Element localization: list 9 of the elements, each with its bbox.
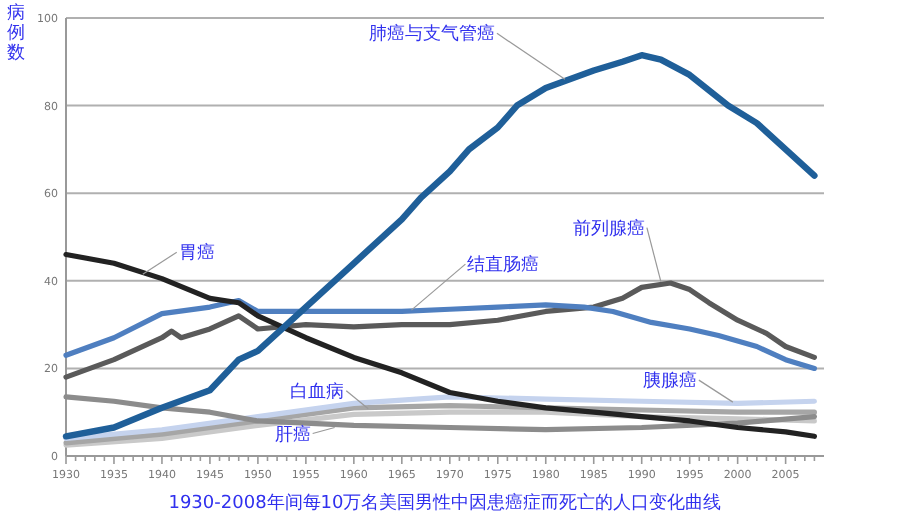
annotation: 白血病 [290, 380, 345, 403]
annotation: 结直肠癌 [467, 254, 540, 277]
annotation: 肝癌 [274, 423, 311, 446]
annotation: 前列腺癌 [572, 217, 645, 240]
y-axis-title: 病例数 [7, 2, 25, 64]
annotation: 胰腺癌 [642, 370, 697, 393]
text: 1930-2008年间每10万名美国男性中因患癌症而死亡的人口变化曲线 [168, 492, 722, 514]
annotation: 肺癌与支气管癌 [368, 23, 495, 46]
annotation: 胃癌 [178, 242, 215, 265]
